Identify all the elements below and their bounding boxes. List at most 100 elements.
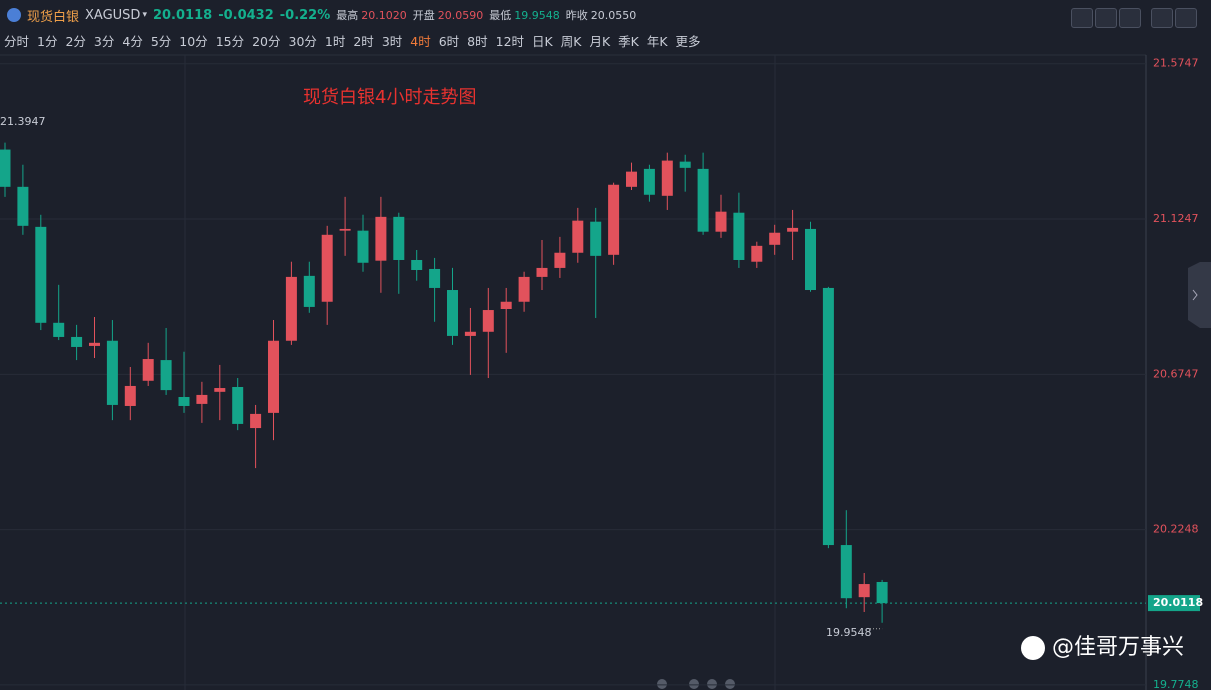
candle-body [232,386,244,424]
candle-body [214,388,226,392]
stats: 最高 20.1020 开盘 20.0590 最低 19.9548 昨收 20.0550 [336,7,642,23]
candle-body [518,276,530,302]
candle-body [464,331,476,336]
period[interactable]: 4时 [410,33,431,49]
candle-body [303,275,315,307]
candle-body [590,221,602,256]
candle-body [822,287,834,546]
candle-body [196,394,208,404]
candle-body [142,359,154,381]
stat-value: 20.0590 [437,9,484,22]
period[interactable]: 3时 [381,33,403,49]
candle-body [250,413,262,429]
candle-body [339,228,351,231]
change: -0.0432 [218,7,274,23]
candle-body [679,161,691,168]
candle-body [71,336,83,347]
symbol[interactable]: XAGUSD [85,7,141,23]
candle-body [411,259,423,271]
candle-body [268,340,279,413]
candle-body [285,276,297,341]
period[interactable]: 3分 [93,33,115,49]
period[interactable]: 1时 [324,33,346,49]
candle-body [17,186,29,226]
candle-body [393,216,405,260]
candle-body [787,227,799,232]
fb-logo [1021,636,1045,660]
period[interactable]: 12时 [495,33,525,49]
period[interactable]: 年K [646,33,668,49]
period[interactable]: 周K [560,33,582,49]
candle-body [661,160,673,196]
candle-body [0,149,11,187]
period[interactable]: 分时 [4,33,30,49]
candle-body [447,290,458,336]
watermark: @佳哥万事兴 [1052,635,1184,660]
tool-icon[interactable] [1095,8,1117,28]
period[interactable]: 2分 [65,33,86,49]
period[interactable]: 8时 [467,33,488,49]
last-price-label: 20.0118 [1153,596,1203,609]
period[interactable]: 6时 [438,33,460,49]
period[interactable]: 季K [618,33,639,49]
tool-icon[interactable] [1119,8,1141,28]
period[interactable]: 5分 [150,33,172,49]
tool-icon[interactable] [1175,8,1197,28]
tool-icon[interactable] [1151,8,1173,28]
dropdown[interactable]: ▾ [142,10,147,20]
candle-body [53,322,65,337]
candle-body [805,228,816,291]
stat-value: 20.0550 [590,9,637,22]
y-tick-label: 20.2248 [1153,523,1199,536]
low-label: 19.9548 [826,626,872,639]
candle-body [160,360,172,391]
tool-icon[interactable] [1071,8,1093,28]
last-price-box [1148,595,1200,612]
candle-body [429,268,441,288]
candle-body [715,211,727,232]
period[interactable]: 30分 [288,33,317,49]
name[interactable]: 现货白银 [27,9,80,25]
period[interactable]: 日K [532,33,553,49]
period[interactable]: 月K [589,33,611,49]
change-pct: -0.22% [279,7,331,23]
stat-label: 最低 [489,9,512,22]
candle-body [178,397,190,406]
period[interactable]: 更多 [675,33,701,49]
period[interactable]: 1分 [37,33,58,49]
candle-body [357,230,369,263]
candle-body [769,232,781,245]
side-tab[interactable] [1188,262,1211,328]
candle-body [89,342,100,346]
period[interactable]: 4分 [122,33,143,49]
period[interactable]: 20分 [252,33,281,49]
candle-body [751,245,763,262]
candle-body [35,226,47,323]
chart-title: 现货白银4小时走势图 [303,87,476,108]
candle-body [572,220,584,253]
candle-body [643,168,655,195]
period[interactable]: 15分 [215,33,245,49]
candle-body [536,267,548,277]
period[interactable]: 10分 [179,33,208,49]
y-tick-label: 20.6747 [1153,367,1199,380]
period[interactable]: 2时 [353,33,374,49]
candle-body [626,171,637,187]
stat-label: 开盘 [412,9,435,22]
bottom-icons [657,679,735,689]
y-tick-label: 19.7748 [1153,678,1199,690]
y-tick-label: 21.5747 [1153,57,1199,70]
candle-body [554,252,566,268]
y-tick-label: 21.1247 [1153,212,1199,225]
candle-body [500,301,512,309]
period-bar: 分时 1分 2分 3分 4分 5分 10分 15分 20分 30分 1时 2时 3时 4时 6时 8时 12时日… [0,30,705,50]
candle-body [840,545,852,599]
header: 现货白银 XAGUSD ▾ 20.0118 -0.0432 -0.22% 最高 2… [0,0,1211,30]
candle-body [106,340,118,405]
stat-value: 20.1020 [361,9,407,22]
stat-label: 昨收 [565,9,588,22]
price: 20.0118 [152,7,213,23]
side-arrow [1192,289,1198,301]
